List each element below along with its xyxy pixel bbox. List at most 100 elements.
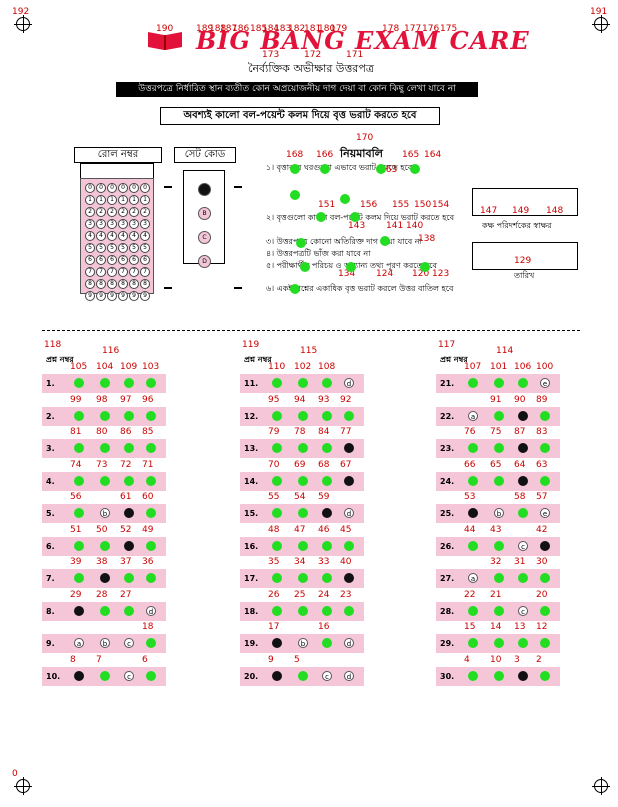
answer-bubble[interactable]: d [344,670,354,681]
roll-digit-bubble[interactable]: 4 [96,231,106,241]
answer-bubble[interactable]: a [468,573,478,583]
answer-bubble[interactable]: b [100,540,110,551]
answer-bubble[interactable]: a [272,573,282,583]
answer-bubble[interactable]: c [124,670,134,681]
answer-bubble[interactable]: b [494,540,504,551]
roll-digit-bubble[interactable]: 5 [129,243,139,253]
roll-digit-bubble[interactable]: 0 [85,183,95,193]
roll-digit-bubble[interactable]: 1 [140,195,150,205]
roll-digit-bubble[interactable]: 6 [85,255,95,265]
roll-digit-bubble[interactable]: 2 [140,207,150,217]
roll-digit-bubble[interactable]: 8 [118,279,128,289]
answer-bubble[interactable]: a [468,475,478,486]
answer-bubble[interactable]: a [468,508,478,518]
answer-bubble[interactable]: b [298,605,308,616]
answer-bubble[interactable]: d [540,605,550,616]
answer-bubble[interactable]: a [74,638,84,648]
answer-bubble[interactable]: d [344,443,354,453]
roll-digit-bubble[interactable]: 0 [118,183,128,193]
answer-bubble[interactable]: a [468,540,478,551]
roll-digit-bubble[interactable]: 8 [107,279,117,289]
answer-bubble[interactable]: a [272,638,282,648]
answer-bubble[interactable]: c [322,573,332,583]
answer-bubble[interactable]: d [540,443,550,453]
answer-bubble[interactable]: a [468,378,478,388]
roll-digit-bubble[interactable]: 4 [129,231,139,241]
answer-bubble[interactable]: a [74,475,84,486]
roll-digit-bubble[interactable]: 3 [96,219,106,229]
roll-digit-bubble[interactable]: 7 [107,267,117,277]
answer-bubble[interactable]: d [146,638,156,648]
answer-bubble[interactable]: c [518,573,528,583]
answer-bubble[interactable]: d [146,670,156,681]
answer-bubble[interactable]: c [124,605,134,616]
roll-digit-bubble[interactable]: 3 [140,219,150,229]
answer-bubble[interactable]: d [344,605,354,616]
set-code-bubble[interactable]: C [198,231,211,244]
answer-bubble[interactable]: c [124,508,134,518]
answer-bubble[interactable]: d [540,540,550,551]
roll-digit-bubble[interactable]: 2 [107,207,117,217]
roll-digit-bubble[interactable]: 4 [140,231,150,241]
roll-digit-bubble[interactable]: 3 [85,219,95,229]
answer-bubble[interactable]: c [322,605,332,616]
roll-digit-bubble[interactable]: 9 [96,291,106,301]
roll-digit-column[interactable]: 0 1 2 3 4 5 6 7 8 9 [107,183,117,303]
answer-bubble[interactable]: b [298,410,308,421]
answer-bubble[interactable]: d [146,573,156,583]
answer-bubble[interactable]: b [100,378,110,388]
answer-bubble[interactable]: d [344,573,354,583]
answer-bubble[interactable]: d [146,475,156,486]
answer-bubble[interactable]: d [146,605,156,616]
answer-bubble[interactable]: b [494,410,504,421]
roll-digit-bubble[interactable]: 8 [96,279,106,289]
answer-bubble[interactable]: e [540,508,550,518]
roll-digit-bubble[interactable]: 6 [107,255,117,265]
roll-digit-bubble[interactable]: 3 [118,219,128,229]
answer-bubble[interactable]: a [74,508,84,518]
answer-bubble[interactable]: c [518,540,528,551]
roll-digit-bubble[interactable]: 6 [140,255,150,265]
answer-bubble[interactable]: c [322,410,332,421]
answer-bubble[interactable]: a [272,605,282,616]
answer-bubble[interactable]: a [468,670,478,681]
roll-digit-bubble[interactable]: 3 [107,219,117,229]
answer-bubble[interactable]: a [74,670,84,681]
answer-bubble[interactable]: c [124,573,134,583]
roll-digit-bubble[interactable]: 9 [85,291,95,301]
set-code-bubble[interactable]: D [198,255,211,268]
answer-bubble[interactable]: d [344,378,354,388]
answer-bubble[interactable]: c [518,638,528,648]
set-code-bubble[interactable]: B [198,207,211,220]
answer-bubble[interactable]: b [100,638,110,648]
roll-digit-column[interactable]: 0 1 2 3 4 5 6 7 8 9 [129,183,139,303]
answer-bubble[interactable]: b [494,573,504,583]
answer-bubble[interactable]: c [124,410,134,421]
answer-bubble[interactable]: a [272,378,282,388]
roll-digit-bubble[interactable]: 8 [129,279,139,289]
answer-bubble[interactable]: a [272,508,282,518]
answer-bubble[interactable]: b [298,443,308,453]
answer-bubble[interactable]: a [272,443,282,453]
roll-digit-bubble[interactable]: 2 [85,207,95,217]
answer-bubble[interactable]: d [540,410,550,421]
roll-digit-bubble[interactable]: 7 [140,267,150,277]
roll-digit-bubble[interactable]: 5 [85,243,95,253]
answer-bubble[interactable]: a [468,638,478,648]
roll-digit-bubble[interactable]: 4 [85,231,95,241]
answer-bubble[interactable]: c [518,410,528,421]
roll-digit-bubble[interactable]: 4 [118,231,128,241]
roll-digit-bubble[interactable]: 7 [118,267,128,277]
answer-bubble[interactable]: d [540,573,550,583]
answer-bubble[interactable]: a [74,378,84,388]
answer-bubble[interactable]: d [344,410,354,421]
answer-bubble[interactable]: c [322,378,332,388]
roll-digit-bubble[interactable]: 7 [96,267,106,277]
answer-bubble[interactable]: a [74,573,84,583]
invigilator-signature-box[interactable] [472,188,578,216]
answer-bubble[interactable]: b [100,475,110,486]
roll-digit-bubble[interactable]: 2 [118,207,128,217]
roll-digit-bubble[interactable]: 6 [129,255,139,265]
answer-bubble[interactable]: a [272,540,282,551]
